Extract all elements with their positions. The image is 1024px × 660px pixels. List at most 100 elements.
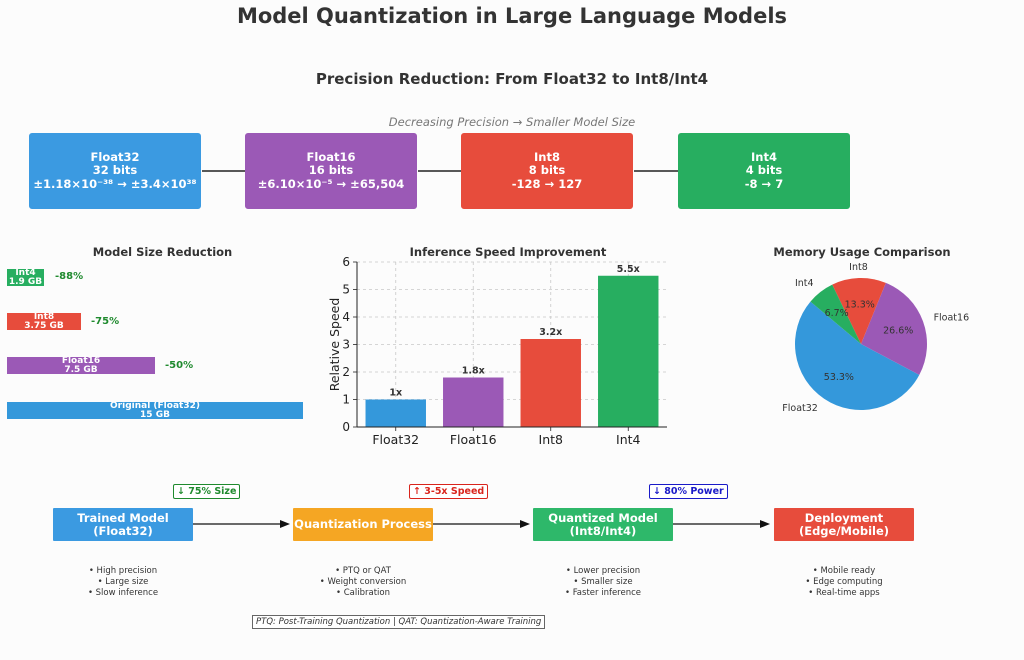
bullet: • Real-time apps — [808, 588, 880, 599]
speed-chart-title: Inference Speed Improvement — [409, 245, 607, 259]
y-tick-label: 3 — [342, 338, 350, 352]
bar-float32 — [365, 399, 426, 427]
precision-note: Decreasing Precision → Smaller Model Siz… — [388, 115, 636, 129]
pie-pct-label: 6.7% — [825, 308, 849, 319]
flow-bullets-trained: • High precision • Large size • Slow inf… — [33, 566, 213, 600]
size-reduction-int8: -75% — [91, 316, 120, 327]
precision-range: -128 → 127 — [511, 176, 583, 191]
size-bar-original: Original (Float32) 15 GB — [7, 402, 303, 419]
flow-step-title: Trained Model — [77, 510, 169, 525]
bullet: • Calibration — [336, 588, 390, 599]
precision-bits: 32 bits — [92, 163, 138, 178]
precision-name: Int8 — [534, 149, 560, 164]
bullet: • Smaller size — [573, 577, 633, 588]
flow-step-sub: (Float32) — [93, 523, 153, 538]
memory-pie-chart: 53.3% Float32 26.6% Float16 13.3% Int8 6.7% Int… — [782, 262, 970, 414]
bar-value-label: 5.5x — [617, 264, 640, 275]
precision-box-int4: Int4 4 bits -8 → 7 — [678, 133, 850, 209]
size-bar-float16: Float16 7.5 GB — [7, 357, 155, 374]
size-bar-label: Int4 — [15, 269, 36, 278]
page-title: Model Quantization in Large Language Mod… — [236, 4, 788, 28]
precision-range: ±6.10×10⁻⁵ → ±65,504 — [257, 176, 405, 191]
bullet: • Edge computing — [805, 577, 883, 588]
pie-category-label: Float16 — [934, 313, 970, 324]
speed-bar-chart: 0 1 2 3 4 5 6 1x Float32 1.8x Float16 3.2x Int8 5.5x I… — [327, 255, 667, 447]
flow-step-title: Deployment — [804, 510, 884, 525]
precision-box-int8: Int8 8 bits -128 → 127 — [461, 133, 633, 209]
y-tick-label: 1 — [342, 393, 350, 407]
badge-power: ↓ 80% Power — [649, 484, 728, 499]
bullet: • Mobile ready — [812, 566, 876, 576]
precision-name: Float16 — [306, 149, 356, 164]
size-bar-value: 15 GB — [140, 409, 170, 419]
y-tick-label: 5 — [342, 283, 350, 297]
x-tick-label: Int4 — [616, 432, 641, 447]
flow-step-title: Quantization Process — [294, 517, 432, 531]
flow-step-quantized-model: Quantized Model (Int8/Int4) — [533, 508, 673, 541]
pie-slice-float32 — [795, 301, 920, 410]
precision-bits: 16 bits — [308, 163, 354, 178]
precision-name: Int4 — [751, 149, 777, 164]
bar-value-label: 1.8x — [462, 366, 485, 377]
flow-bullets-quantized: • Lower precision • Smaller size • Faste… — [513, 566, 693, 600]
section-subtitle: Precision Reduction: From Float32 to Int… — [315, 70, 709, 88]
pie-category-label: Int4 — [795, 278, 814, 289]
flow-step-deployment: Deployment (Edge/Mobile) — [774, 508, 914, 541]
flow-step-trained-model: Trained Model (Float32) — [53, 508, 193, 541]
size-reduction-int4: -88% — [55, 271, 84, 282]
precision-range: ±1.18×10⁻³⁸ → ±3.4×10³⁸ — [33, 176, 197, 191]
bar-value-label: 3.2x — [539, 327, 562, 338]
y-tick-label: 4 — [342, 310, 350, 324]
size-bar-value: 7.5 GB — [64, 364, 98, 374]
size-bar-int4: Int4 1.9 GB — [7, 269, 44, 286]
bar-value-label: 1x — [389, 388, 402, 399]
pie-category-label: Float32 — [782, 403, 818, 414]
size-bar-label: Original (Float32) — [110, 402, 200, 411]
size-bar-value: 1.9 GB — [8, 276, 43, 286]
x-tick-label: Float32 — [372, 432, 419, 447]
x-tick-label: Float16 — [450, 432, 497, 447]
precision-name: Float32 — [90, 149, 140, 164]
bullet: • Lower precision — [565, 566, 641, 576]
pie-chart-title: Memory Usage Comparison — [773, 245, 951, 259]
bar-int8 — [520, 339, 581, 427]
precision-box-float32: Float32 32 bits ±1.18×10⁻³⁸ → ±3.4×10³⁸ — [29, 133, 201, 209]
size-bar-label: Float16 — [61, 357, 101, 366]
bullet: • Large size — [97, 577, 149, 588]
bar-float16 — [443, 377, 504, 427]
flow-step-title: Quantized Model — [548, 510, 658, 525]
y-tick-label: 6 — [342, 255, 350, 269]
pie-category-label: Int8 — [849, 262, 868, 273]
bullet: • Faster inference — [564, 588, 642, 599]
flow-step-sub: (Edge/Mobile) — [798, 523, 890, 538]
pie-slice-float16 — [861, 282, 927, 375]
pie-pct-label: 53.3% — [824, 372, 854, 383]
bullet: • High precision — [88, 566, 158, 576]
flow-step-quantization: Quantization Process — [293, 508, 433, 541]
badge-size: ↓ 75% Size — [173, 484, 241, 499]
bullet: • PTQ or QAT — [335, 566, 391, 576]
size-bar-label: Int8 — [33, 313, 55, 322]
size-reduction-float16: -50% — [165, 360, 194, 371]
flow-bullets-quantization: • PTQ or QAT • Weight conversion • Calib… — [273, 566, 453, 600]
precision-range: -8 → 7 — [744, 176, 784, 191]
precision-bits: 8 bits — [528, 163, 566, 178]
bullet: • Slow inference — [87, 588, 159, 599]
flow-step-sub: (Int8/Int4) — [569, 523, 637, 538]
precision-bits: 4 bits — [745, 163, 783, 178]
pie-pct-label: 13.3% — [845, 299, 875, 310]
y-tick-label: 2 — [342, 365, 350, 379]
precision-box-float16: Float16 16 bits ±6.10×10⁻⁵ → ±65,504 — [245, 133, 417, 209]
size-bar-value: 3.75 GB — [24, 320, 64, 330]
bullet: • Weight conversion — [319, 577, 407, 588]
badge-speed: ↑ 3-5x Speed — [409, 484, 489, 499]
pie-slice-int4 — [810, 284, 861, 344]
size-chart-title: Model Size Reduction — [92, 245, 233, 259]
y-axis-label: Relative Speed — [327, 298, 342, 392]
footnote: PTQ: Post-Training Quantization | QAT: Q… — [252, 615, 546, 629]
pie-slice-int8 — [832, 278, 886, 344]
size-bar-int8: Int8 3.75 GB — [7, 313, 81, 330]
pie-pct-label: 26.6% — [883, 325, 913, 336]
flow-bullets-deployment: • Mobile ready • Edge computing • Real-t… — [754, 566, 934, 600]
